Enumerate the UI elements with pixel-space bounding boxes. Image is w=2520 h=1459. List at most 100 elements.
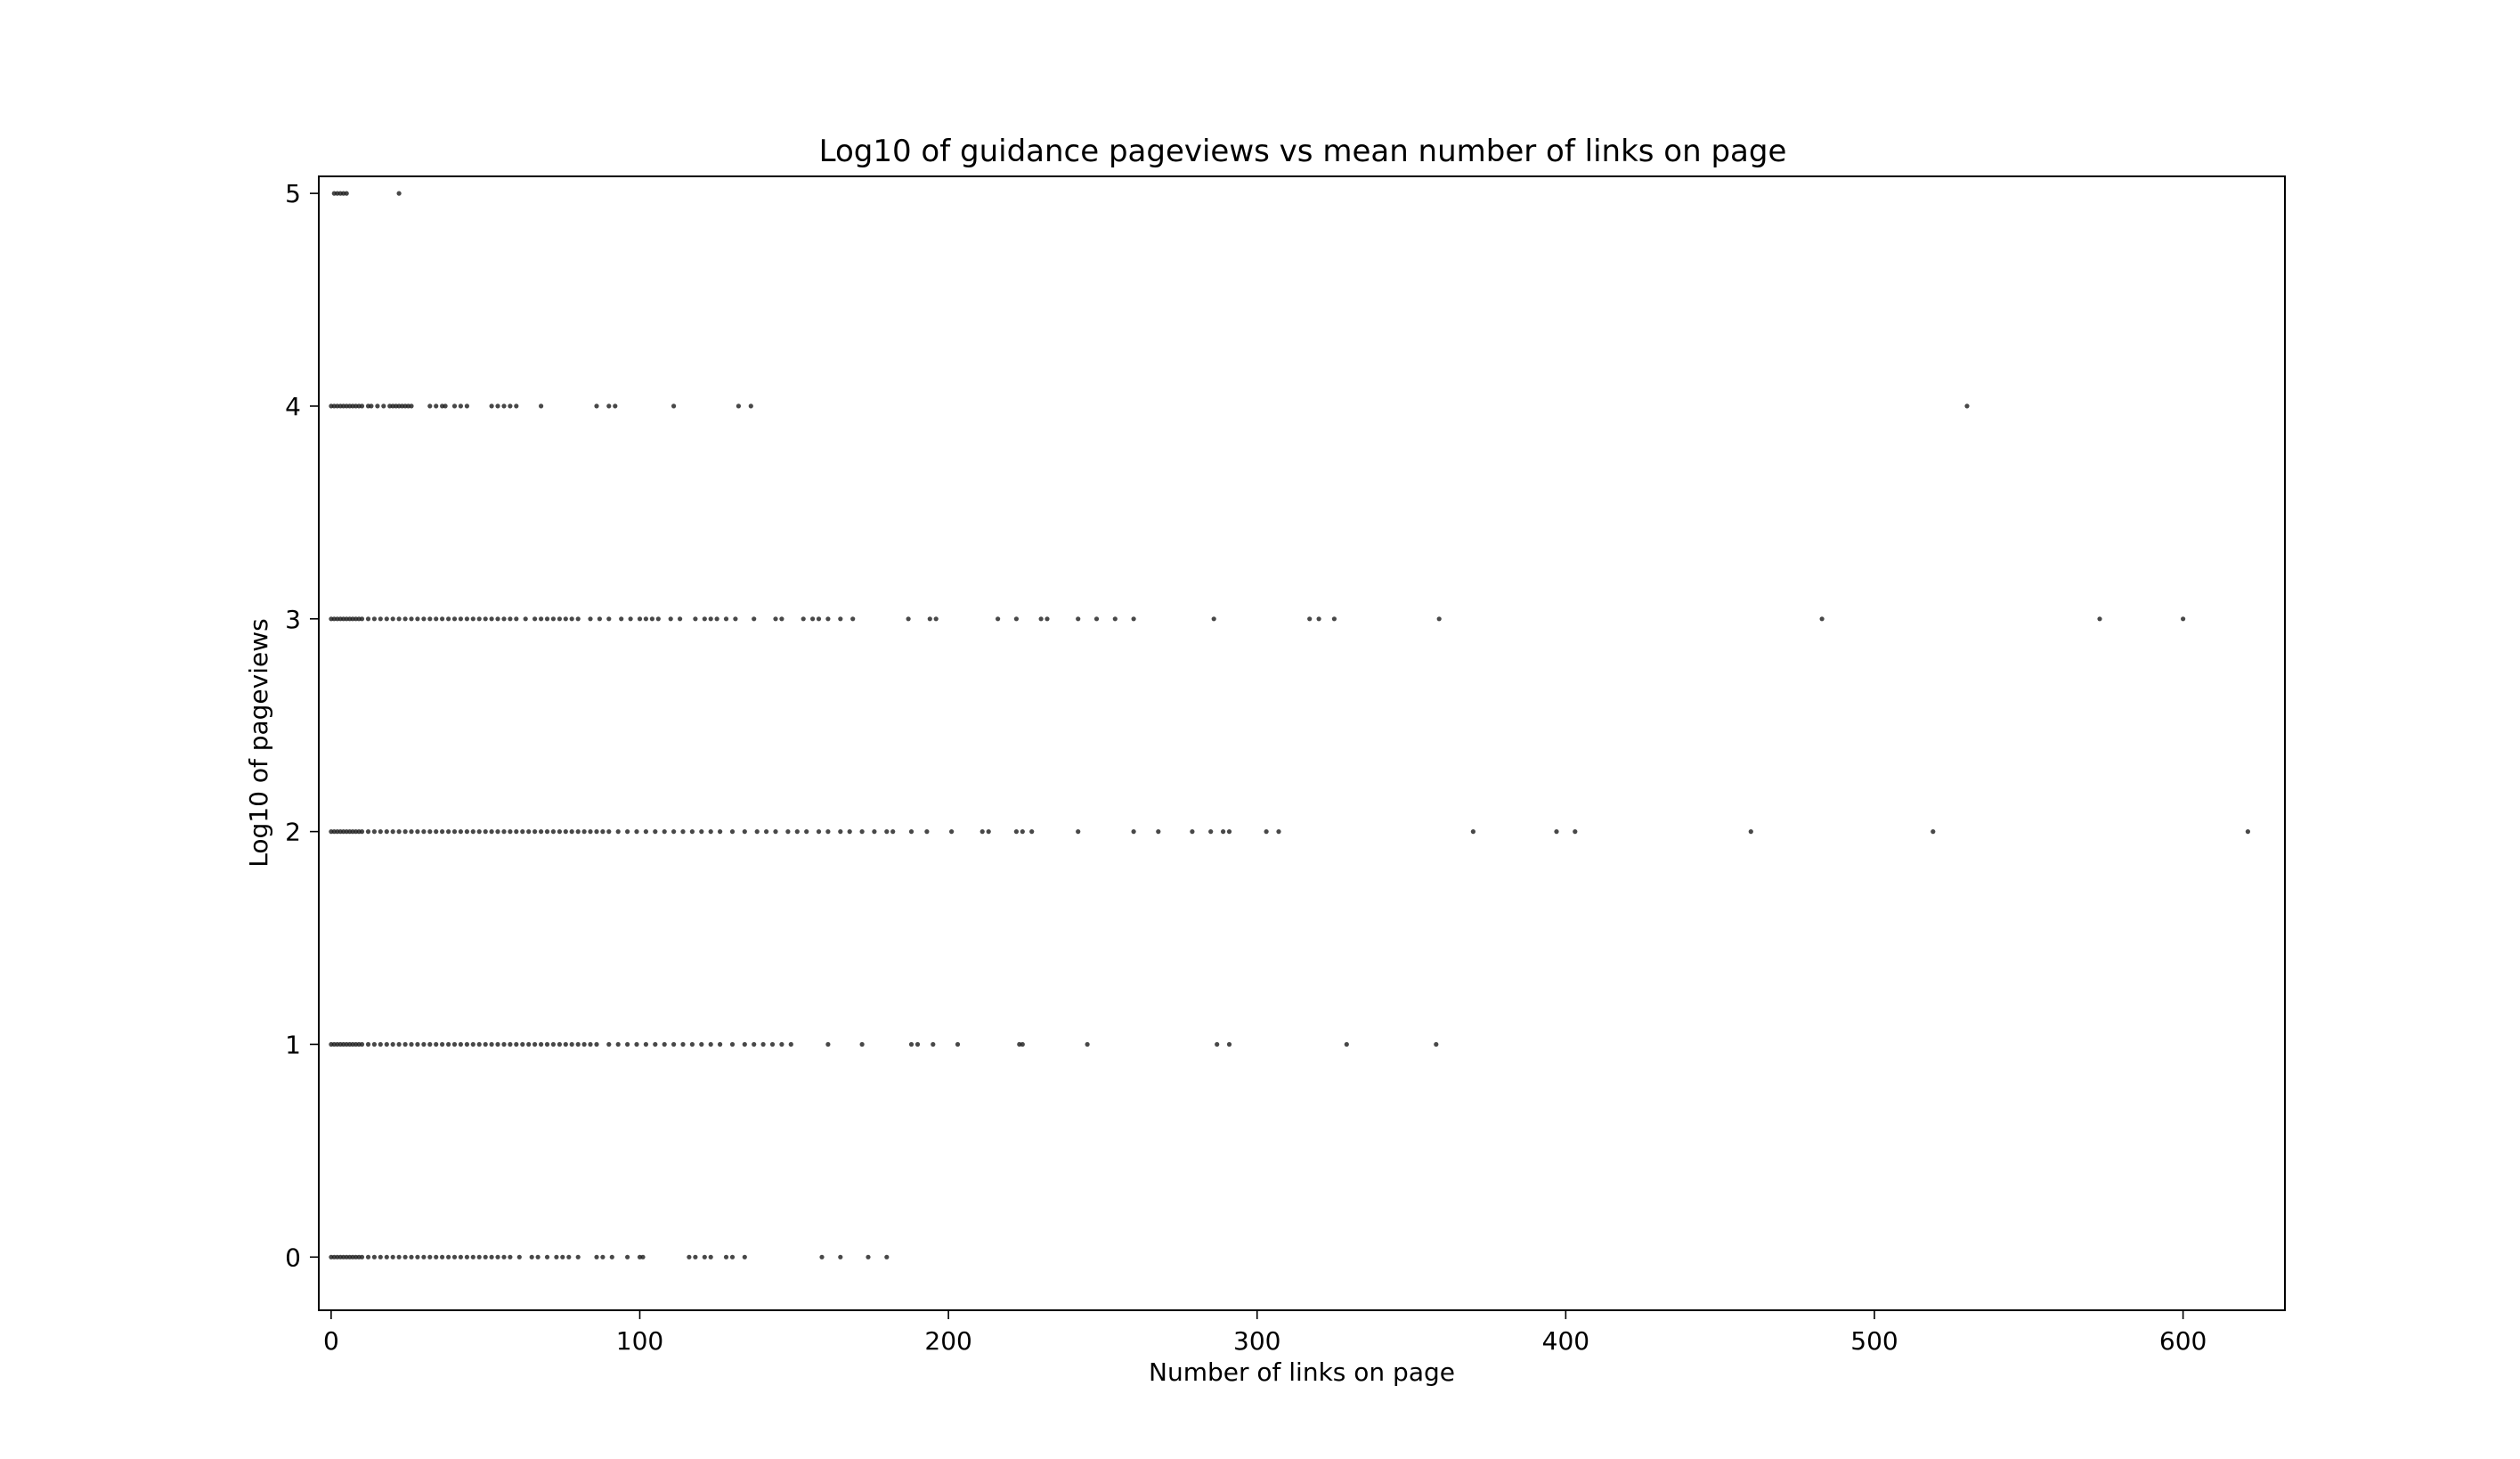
y-tick-label: 2 xyxy=(285,818,301,847)
data-point xyxy=(819,1254,825,1259)
data-point xyxy=(838,616,843,622)
x-tick-label: 600 xyxy=(2159,1326,2207,1356)
data-point xyxy=(415,1254,420,1259)
y-axis-ticks: 0 1 2 3 4 5 xyxy=(285,179,319,1272)
data-point xyxy=(396,1254,402,1259)
data-point xyxy=(729,1254,736,1259)
data-point xyxy=(723,616,729,622)
data-point xyxy=(779,616,784,622)
data-point xyxy=(615,1041,621,1047)
data-point xyxy=(569,1041,574,1047)
x-axis-ticks: 0 100 200 300 400 500 600 xyxy=(323,1310,2207,1356)
data-point xyxy=(702,616,707,622)
data-point xyxy=(464,1041,470,1047)
data-point xyxy=(609,1254,614,1259)
data-point xyxy=(906,616,911,622)
data-point xyxy=(520,829,525,835)
data-point xyxy=(483,1254,488,1259)
data-point xyxy=(955,1041,961,1047)
data-point xyxy=(529,1254,534,1259)
data-point xyxy=(588,1041,593,1047)
data-point xyxy=(532,616,538,622)
data-point xyxy=(788,1041,793,1047)
data-point xyxy=(365,829,371,835)
data-point xyxy=(606,829,612,835)
data-point xyxy=(508,1254,513,1259)
data-point xyxy=(489,829,494,835)
data-point xyxy=(859,829,865,835)
data-point xyxy=(779,1041,784,1047)
data-point xyxy=(371,616,377,622)
data-point xyxy=(359,616,365,622)
x-tick-label: 0 xyxy=(323,1326,339,1356)
data-point xyxy=(1748,829,1753,835)
data-point xyxy=(458,829,464,835)
data-point xyxy=(390,616,395,622)
data-point xyxy=(804,829,809,835)
data-point xyxy=(451,829,458,835)
data-point xyxy=(476,1041,482,1047)
data-point xyxy=(1076,616,1081,622)
data-point xyxy=(1013,616,1019,622)
data-point xyxy=(464,1254,470,1259)
data-point xyxy=(470,616,476,622)
data-point xyxy=(464,403,470,409)
data-point xyxy=(625,829,630,835)
data-point xyxy=(409,1254,414,1259)
data-point xyxy=(470,1254,476,1259)
data-point xyxy=(653,1041,658,1047)
data-point xyxy=(539,1041,544,1047)
data-point xyxy=(606,616,612,622)
data-point xyxy=(544,1254,550,1259)
points-layer xyxy=(329,191,2250,1259)
data-point xyxy=(655,616,661,622)
data-point xyxy=(544,829,550,835)
data-point xyxy=(1226,829,1232,835)
data-point xyxy=(451,616,458,622)
data-point xyxy=(550,616,557,622)
data-point xyxy=(597,616,603,622)
y-tick-label: 4 xyxy=(285,392,301,421)
data-point xyxy=(634,1041,639,1047)
data-point xyxy=(825,1041,831,1047)
data-point xyxy=(1076,829,1081,835)
data-point xyxy=(699,829,704,835)
data-point xyxy=(764,829,769,835)
data-point xyxy=(643,616,649,622)
data-point xyxy=(693,616,698,622)
data-point xyxy=(402,1254,408,1259)
data-point xyxy=(535,1254,541,1259)
data-point xyxy=(514,829,519,835)
data-point xyxy=(470,1041,476,1047)
data-point xyxy=(396,191,402,196)
y-axis-label: Log10 of pageviews xyxy=(244,618,273,867)
data-point xyxy=(421,1254,427,1259)
data-point xyxy=(446,616,451,622)
data-point xyxy=(421,616,427,622)
data-point xyxy=(1020,829,1025,835)
data-point xyxy=(409,1041,414,1047)
data-point xyxy=(427,829,433,835)
data-point xyxy=(575,829,581,835)
data-point xyxy=(980,829,985,835)
data-point xyxy=(483,829,488,835)
data-point xyxy=(550,1041,557,1047)
data-point xyxy=(816,616,822,622)
data-point xyxy=(390,829,395,835)
data-point xyxy=(415,829,420,835)
data-point xyxy=(501,1041,507,1047)
data-point xyxy=(859,1041,865,1047)
data-point xyxy=(752,1041,757,1047)
data-point xyxy=(378,1041,383,1047)
data-point xyxy=(443,403,448,409)
data-point xyxy=(1931,829,1936,835)
data-point xyxy=(501,1254,507,1259)
data-point xyxy=(495,1041,500,1047)
data-point xyxy=(1020,1041,1025,1047)
data-point xyxy=(1215,1041,1220,1047)
data-point xyxy=(514,1041,519,1047)
data-point xyxy=(557,829,563,835)
data-point xyxy=(384,829,389,835)
data-point xyxy=(581,1041,587,1047)
